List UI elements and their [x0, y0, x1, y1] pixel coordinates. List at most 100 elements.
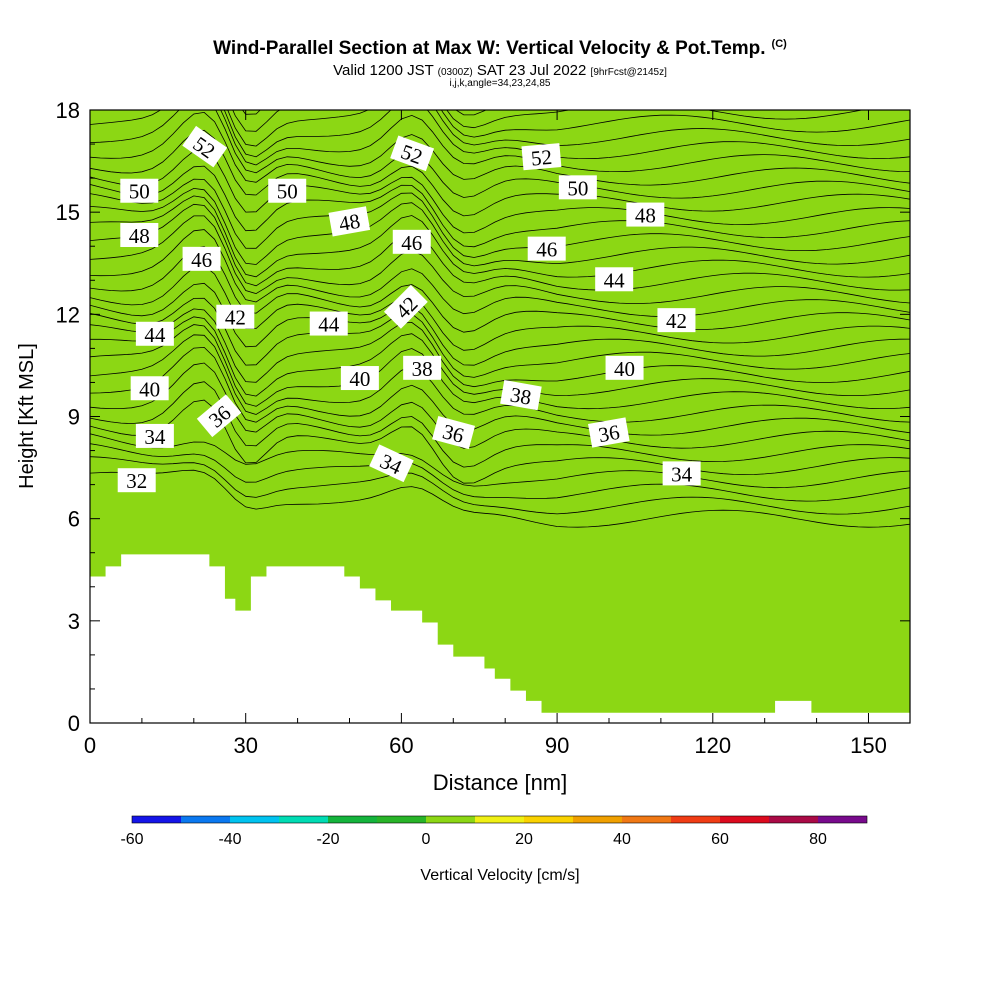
- contour-label-text-23: 48: [635, 204, 656, 228]
- isentrope-50-2: [227, 110, 910, 147]
- contour-label-22: 46: [527, 236, 566, 262]
- isentrope-32-1: [90, 456, 910, 515]
- y-tick-label-3: 3: [68, 609, 80, 634]
- contour-label-text-22: 46: [536, 238, 557, 262]
- colorbar-swatch-11: [671, 816, 720, 823]
- colorbar-swatch-12: [720, 816, 769, 823]
- isentrope-44-1: [90, 195, 910, 278]
- contour-label-text-1: 34: [144, 425, 166, 449]
- contour-label-bg-8: [135, 321, 174, 346]
- isentrope-36-1: [90, 346, 910, 436]
- valid-date: SAT 23 Jul 2022: [476, 62, 587, 79]
- contour-label-bg-0: [117, 468, 156, 493]
- isentrope-38-2: [90, 308, 910, 388]
- copyright-mark: (C): [771, 38, 787, 50]
- contour-label-11: 40: [340, 366, 379, 391]
- contour-label-bg-28: [390, 135, 435, 172]
- terrain: [90, 554, 910, 723]
- contour-label-text-17: 44: [604, 268, 626, 292]
- x-tick-label-90: 90: [545, 733, 569, 758]
- isentrope-52-2: [455, 110, 487, 116]
- colorbar-tick-label-neg60: -60: [120, 831, 143, 848]
- y-tick-label-0: 0: [68, 711, 80, 736]
- isentrope-48-0: [90, 129, 910, 217]
- contour-label-text-11: 40: [349, 367, 370, 391]
- colorbar-label: Vertical Velocity [cm/s]: [420, 867, 579, 884]
- isentrope-50-0: [90, 110, 910, 173]
- isentrope-46-1: [90, 165, 910, 248]
- colorbar-tick-label-20: 20: [515, 831, 533, 848]
- contour-label-26: 50: [558, 175, 597, 200]
- colorbar-tick-label-60: 60: [711, 831, 729, 848]
- y-tick-label-9: 9: [68, 405, 80, 430]
- isentrope-46-0: [90, 178, 910, 258]
- contour-label-text-6: 34: [671, 462, 693, 486]
- colorbar-swatch-1: [181, 816, 230, 823]
- contour-label-bg-1: [135, 423, 174, 448]
- contour-label-text-26: 50: [567, 176, 588, 200]
- isentrope-38-1: [90, 316, 910, 397]
- colorbar-tick-label-neg20: -20: [316, 831, 339, 848]
- isentrope-42-1: [90, 229, 910, 317]
- contour-label-text-10: 44: [318, 313, 340, 337]
- contour-label-0: 32: [117, 468, 156, 493]
- chart-valid-time: Valid 1200 JST (0300Z) SAT 23 Jul 2022 […: [0, 62, 1000, 79]
- colorbar-swatch-10: [622, 816, 671, 823]
- colorbar-swatch-5: [377, 816, 426, 823]
- contour-label-text-14: 38: [508, 382, 533, 409]
- contour-label-bg-27: [182, 125, 228, 168]
- contour-label-bg-7: [130, 376, 169, 401]
- colorbar-tick-label-40: 40: [613, 831, 631, 848]
- colorbar-swatch-14: [818, 816, 867, 823]
- contour-label-29: 52: [521, 143, 562, 171]
- contour-label-17: 44: [595, 267, 634, 292]
- isentrope-50-1: [223, 110, 910, 160]
- contour-label-text-18: 46: [191, 248, 212, 272]
- contour-label-text-25: 50: [277, 180, 298, 204]
- contour-label-text-20: 48: [337, 209, 362, 236]
- x-axis-label: Distance [nm]: [433, 770, 568, 795]
- isentrope-42-2: [90, 215, 910, 304]
- contour-label-4: 36: [432, 416, 476, 450]
- isentrope-34-0: [90, 433, 910, 489]
- isentrope-44-2: [90, 187, 910, 267]
- contour-label-16: 42: [657, 308, 696, 333]
- y-axis-label: Height [Kft MSL]: [16, 343, 38, 489]
- contour-label-25: 50: [268, 178, 307, 204]
- contour-label-bg-2: [196, 394, 242, 438]
- colorbar-tick-label-80: 80: [809, 831, 827, 848]
- grid-info: i,j,k,angle=34,23,24,85: [449, 78, 551, 89]
- contour-label-bg-24: [120, 178, 159, 203]
- contour-label-text-15: 40: [614, 357, 635, 381]
- contour-label-bg-26: [558, 175, 597, 200]
- contour-label-bg-29: [521, 143, 562, 171]
- contour-label-bg-13: [383, 284, 428, 329]
- contour-label-bg-22: [527, 236, 566, 261]
- isentrope-38-0: [90, 324, 910, 410]
- x-tick-label-150: 150: [850, 733, 887, 758]
- colorbar-frame: [131, 815, 868, 824]
- isentrope-34-1: [90, 399, 910, 484]
- contour-label-6: 34: [662, 461, 701, 486]
- colorbar-swatch-7: [475, 816, 524, 823]
- y-tick-label-18: 18: [56, 98, 80, 123]
- y-tick-label-15: 15: [56, 200, 80, 225]
- colorbar-tick-label-neg40: -40: [218, 831, 241, 848]
- x-tick-label-30: 30: [233, 733, 257, 758]
- contour-label-10: 44: [309, 311, 348, 337]
- valid-utc: (0300Z): [437, 67, 473, 78]
- x-tick-label-60: 60: [389, 733, 413, 758]
- terrain-layer: [90, 554, 910, 723]
- isentrope-46-2: [90, 148, 910, 234]
- contour-label-bg-12: [403, 355, 442, 380]
- contour-label-bg-18: [182, 246, 221, 271]
- contour-label-23: 48: [626, 202, 665, 228]
- contour-label-bg-25: [268, 178, 307, 203]
- isentrope-40-2: [90, 265, 910, 351]
- colorbar-tick-label-0: 0: [422, 831, 431, 848]
- contour-label-19: 48: [120, 223, 159, 248]
- contour-label-18: 46: [182, 246, 221, 272]
